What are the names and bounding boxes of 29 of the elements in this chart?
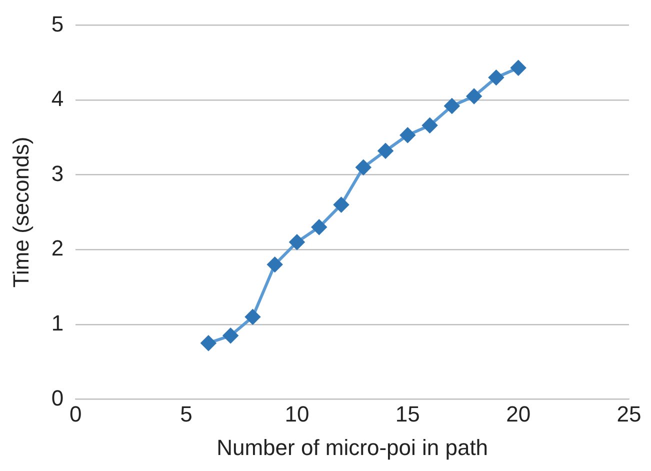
x-tick-label: 10: [284, 401, 310, 426]
y-axis-title: Time (seconds): [8, 136, 34, 288]
point: [223, 328, 238, 344]
y-tick-label: 3: [51, 160, 64, 186]
y-tick-label: 4: [51, 86, 64, 112]
point: [312, 220, 327, 235]
point: [334, 197, 349, 212]
point: [267, 257, 282, 272]
point: [356, 160, 371, 175]
y-tick-label: 2: [51, 236, 64, 261]
point: [378, 143, 394, 158]
point: [400, 128, 416, 143]
y-tick-label: 1: [51, 310, 64, 336]
x-tick-label: 25: [616, 401, 642, 426]
x-tick-label: 5: [180, 401, 192, 426]
point: [466, 88, 482, 104]
x-tick-label: 20: [506, 401, 531, 426]
point: [289, 234, 304, 250]
x-tick-label: 15: [395, 401, 420, 426]
point: [488, 70, 504, 86]
point: [200, 336, 216, 351]
y-tick-label: 0: [51, 385, 64, 410]
point: [444, 98, 460, 114]
point: [510, 60, 526, 76]
x-tick-label: 0: [70, 401, 82, 426]
x-axis-title: Number of micro-poi in path: [216, 434, 488, 460]
point: [245, 309, 260, 324]
y-tick-label: 5: [51, 11, 64, 36]
point: [422, 118, 438, 133]
